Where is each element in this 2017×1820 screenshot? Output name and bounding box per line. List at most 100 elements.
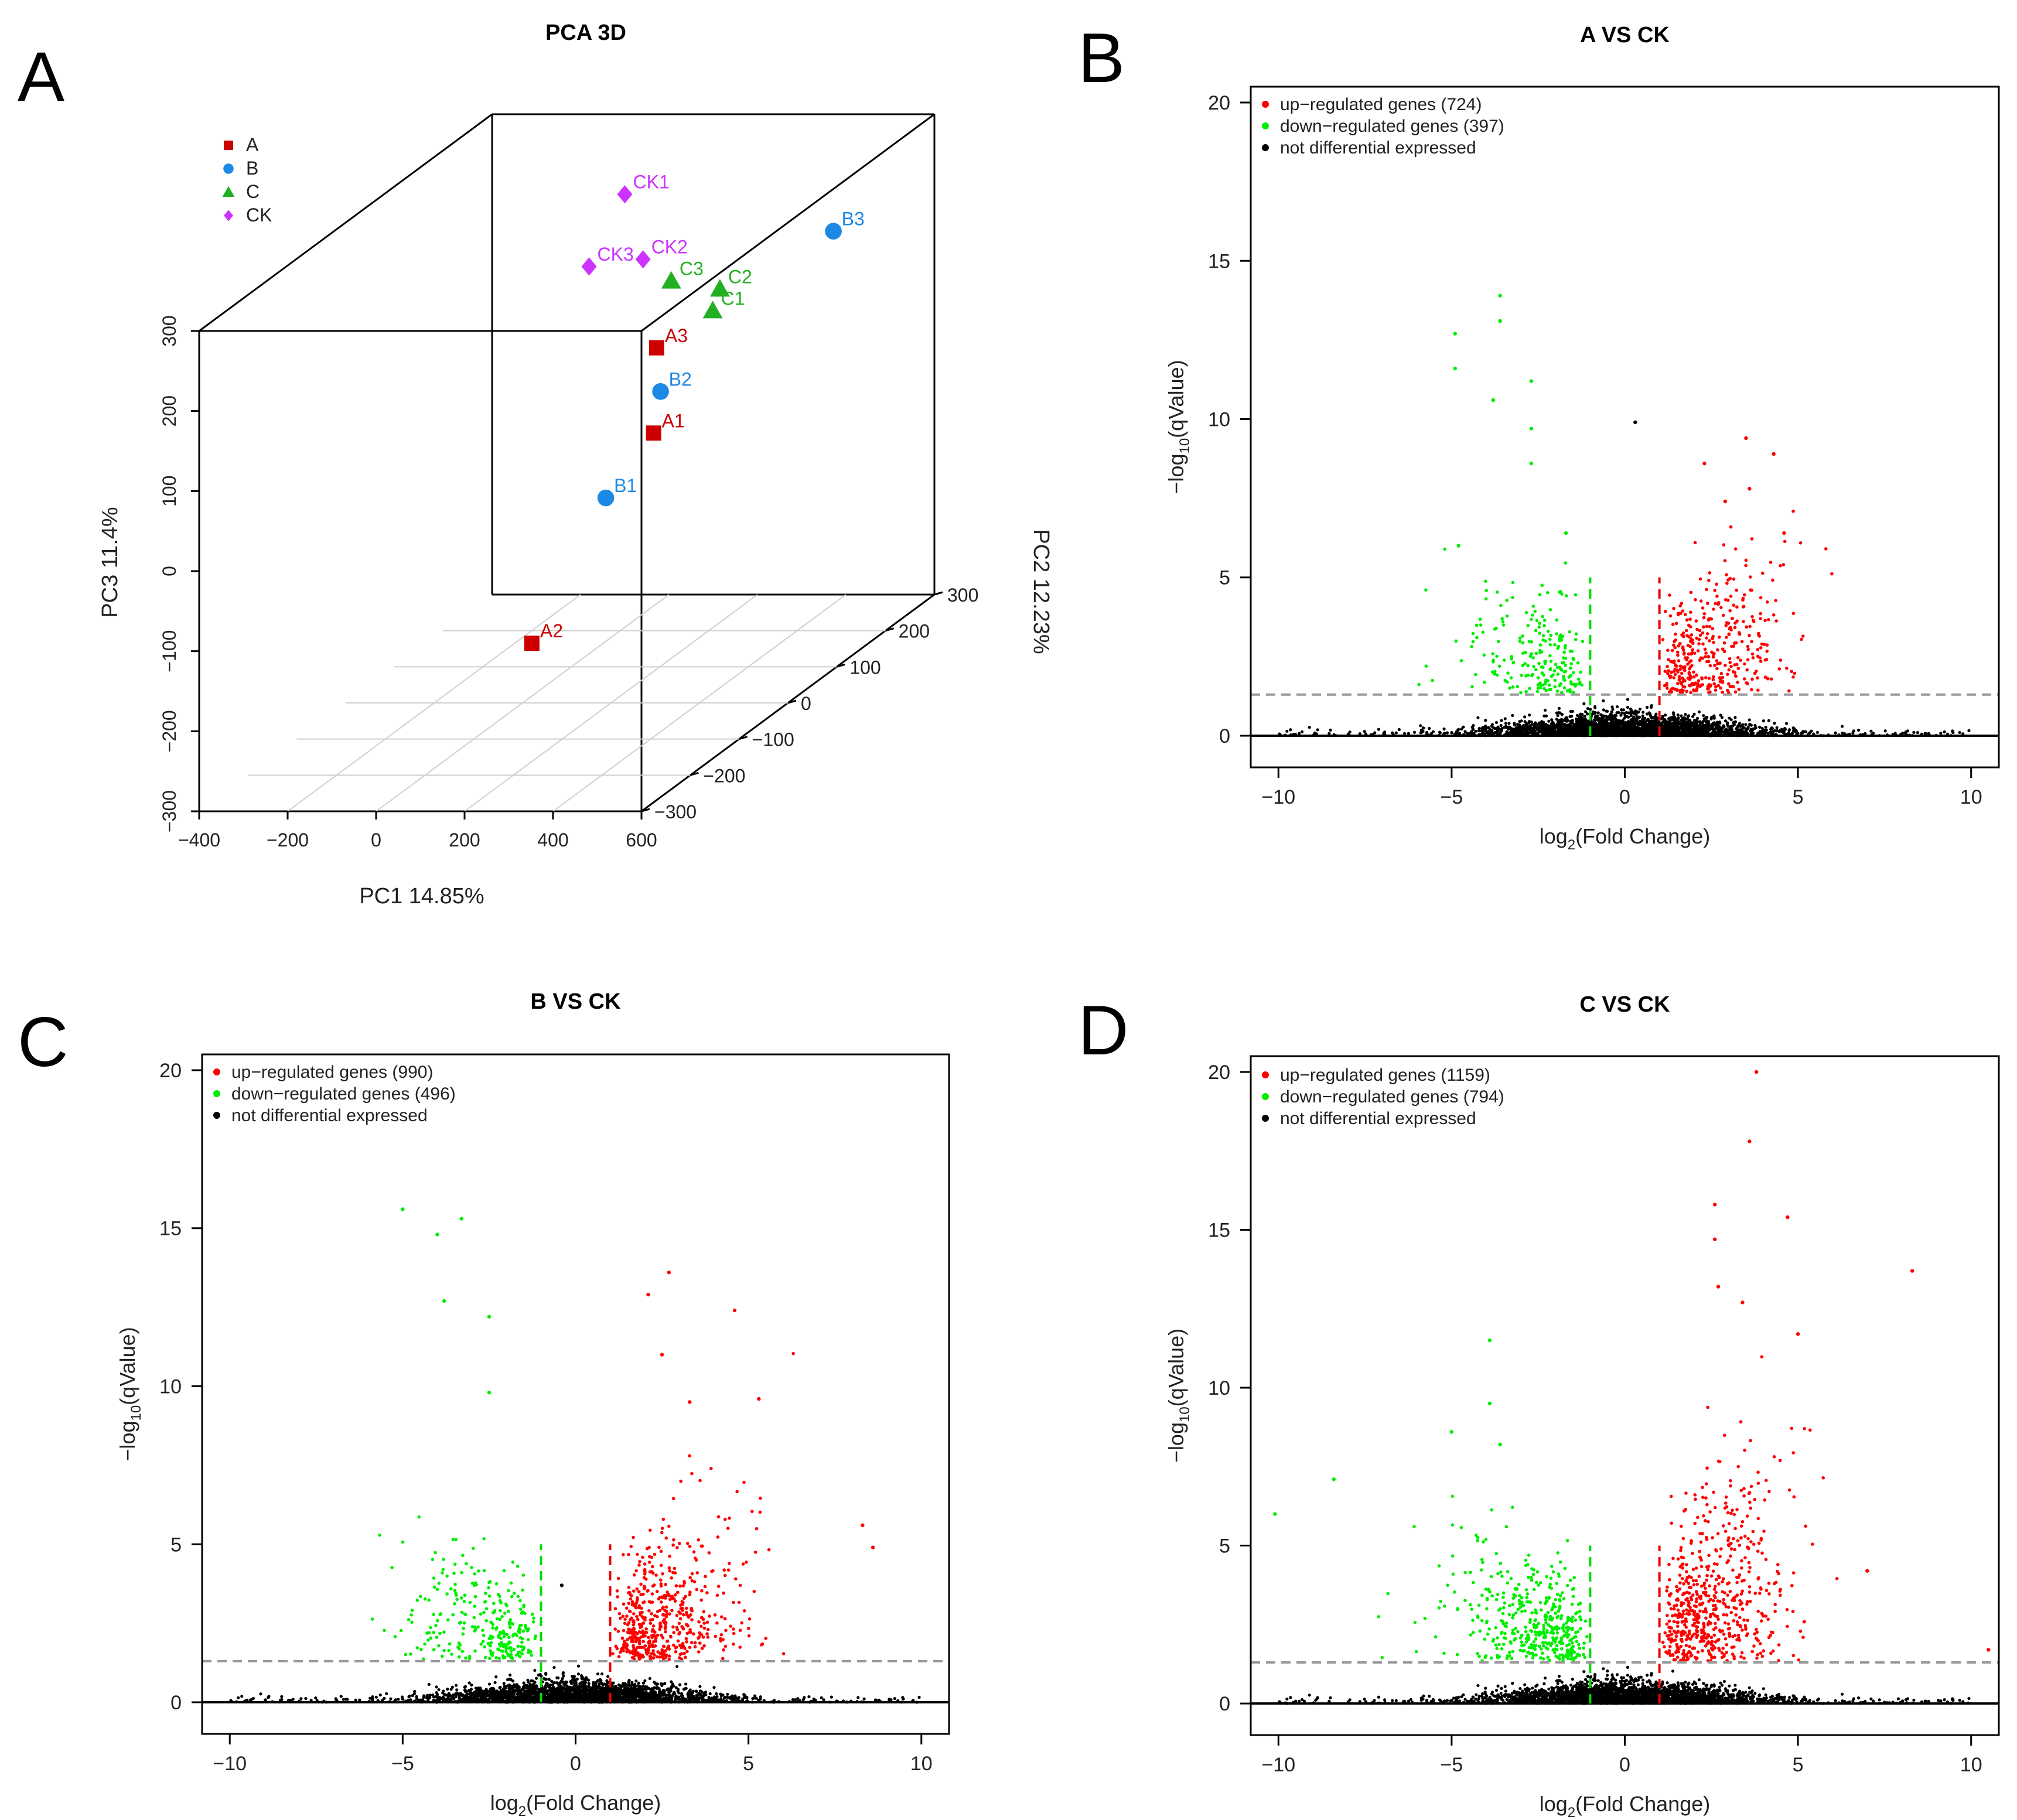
ns-point [856, 1696, 860, 1699]
ns-point [1490, 723, 1494, 726]
ns-point [1730, 728, 1733, 732]
ns-point [385, 1692, 388, 1696]
ns-point [1872, 732, 1875, 735]
down-point [1538, 685, 1542, 689]
label-subscript: 10 [1177, 438, 1193, 454]
down-point [1519, 691, 1523, 695]
box-edge [199, 113, 493, 332]
x-tick-label: 0 [1619, 786, 1630, 808]
up-point [1728, 657, 1732, 661]
ns-point [446, 1687, 449, 1691]
highlight-point [1529, 426, 1534, 431]
ns-point [1815, 730, 1820, 734]
label-subscript: 2 [1568, 837, 1575, 853]
ns-point [1680, 714, 1683, 718]
up-point [1680, 688, 1684, 692]
ns-point [576, 1672, 581, 1676]
ns-point [1445, 731, 1449, 735]
down-point [1538, 643, 1542, 647]
tick-mark [836, 663, 845, 668]
ns-point [1906, 729, 1910, 733]
ns-point [1285, 729, 1289, 733]
up-point [1713, 589, 1716, 592]
down-point [1470, 645, 1473, 648]
tick-mark [934, 591, 943, 596]
ns-point [1574, 727, 1578, 730]
ns-point [1733, 731, 1737, 735]
down-point [1541, 665, 1545, 670]
up-point [1748, 633, 1751, 637]
down-point [1581, 640, 1585, 643]
up-point [1690, 633, 1694, 637]
ns-point [1764, 730, 1767, 735]
up-point [1713, 663, 1716, 667]
up-point [1673, 672, 1677, 677]
up-point [1759, 617, 1762, 620]
ns-point [1438, 730, 1442, 734]
up-point [1692, 688, 1695, 692]
up-point [1729, 684, 1733, 688]
up-point [1692, 682, 1697, 687]
up-point [1739, 658, 1742, 662]
down-point [1471, 640, 1475, 644]
down-point [1481, 630, 1485, 634]
ns-point [1697, 710, 1701, 713]
up-point [1779, 564, 1782, 568]
ns-point [1655, 717, 1658, 721]
ns-point [653, 1681, 657, 1685]
ns-point [1511, 730, 1514, 734]
ns-point [1674, 728, 1678, 731]
up-point [1712, 682, 1716, 686]
x-tick-label: −200 [267, 829, 309, 851]
ns-point [596, 1672, 600, 1676]
ns-point [1518, 723, 1521, 727]
up-point [1676, 670, 1680, 674]
y-tick-label: 15 [1208, 250, 1230, 272]
up-point [1721, 675, 1725, 679]
ns-point [1585, 712, 1589, 716]
up-point [1790, 670, 1793, 674]
ns-point [1503, 725, 1507, 729]
ns-point [1724, 719, 1728, 723]
highlight-point [1453, 366, 1458, 371]
up-point [1705, 632, 1709, 636]
down-point [1574, 637, 1578, 641]
up-point [1689, 610, 1692, 614]
down-point [1501, 620, 1505, 624]
ns-point [1632, 715, 1636, 719]
ns-point [1513, 722, 1516, 725]
z-tick-label: −300 [654, 801, 697, 822]
down-point [1520, 674, 1524, 677]
down-point [1471, 631, 1475, 636]
ns-point [1691, 715, 1695, 718]
ns-point [1775, 726, 1779, 729]
up-point [1685, 689, 1688, 694]
pca-floor-grid [248, 594, 886, 812]
down-point [1559, 633, 1562, 637]
up-point [1730, 644, 1733, 648]
x-tick-label: 0 [570, 1753, 581, 1775]
up-point [1718, 661, 1722, 665]
ns-point [1403, 732, 1407, 735]
down-point [1454, 639, 1458, 643]
ns-point [1719, 732, 1723, 735]
up-point [1800, 637, 1803, 641]
down-point [1548, 654, 1552, 658]
ns-point [1636, 730, 1640, 734]
ns-point [1598, 716, 1601, 720]
up-point [1671, 623, 1675, 626]
ns-point [1762, 729, 1766, 732]
down-point [1516, 685, 1520, 688]
label-part: (Fold Change) [526, 1791, 661, 1815]
ns-point [1694, 725, 1698, 728]
up-point [1757, 631, 1760, 636]
x-tick-label: 600 [626, 829, 657, 851]
up-point [1750, 652, 1755, 656]
up-point [1699, 599, 1703, 603]
down-point [1537, 661, 1541, 665]
down-point [1562, 686, 1566, 690]
ns-point [1514, 729, 1518, 733]
up-point [1706, 687, 1709, 691]
up-point [1722, 641, 1726, 645]
up-point [1750, 614, 1754, 619]
